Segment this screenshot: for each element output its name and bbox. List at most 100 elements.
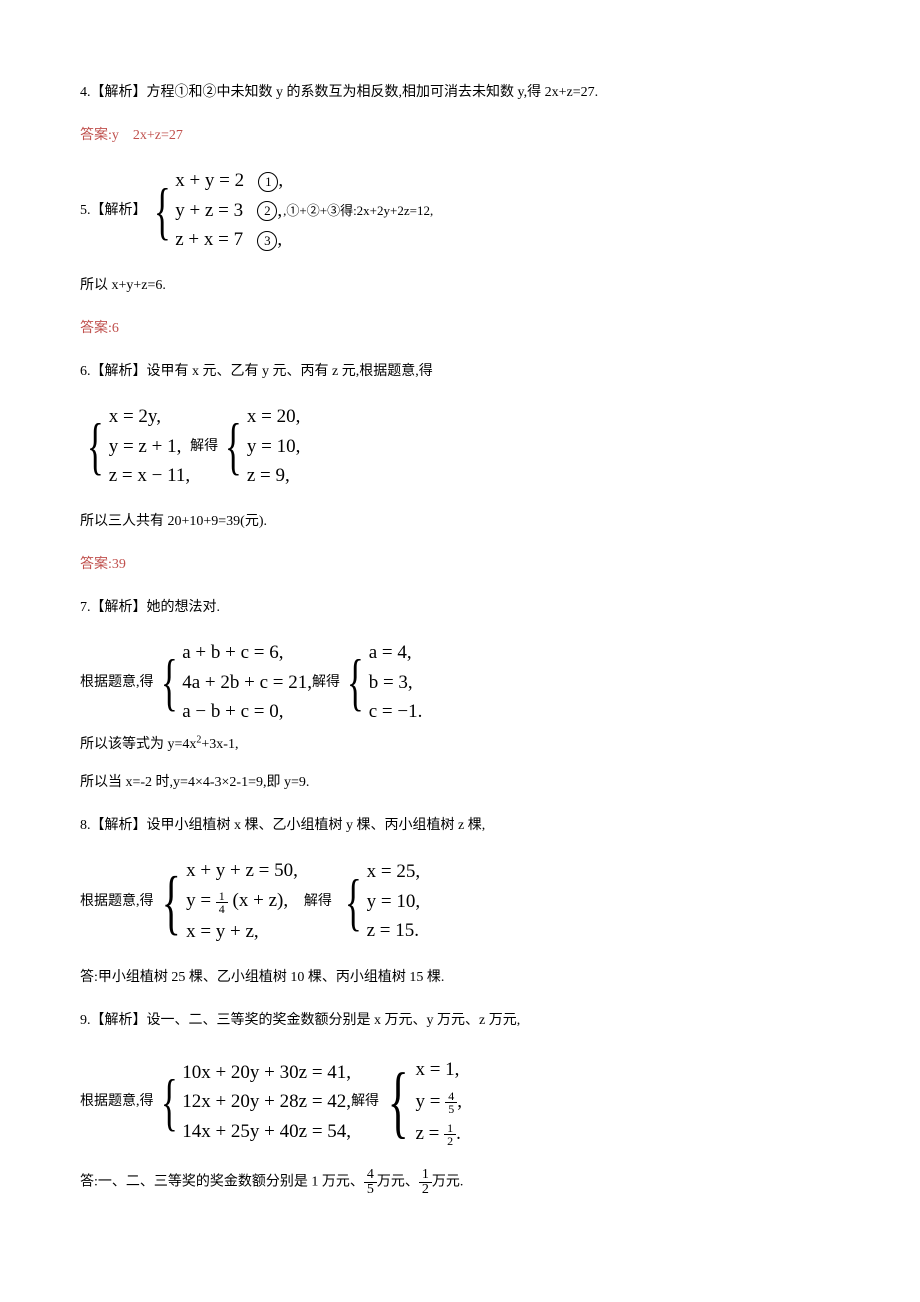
q9-prefix: 根据题意,得 [80,1089,154,1114]
circled-2-icon: 2 [257,201,277,221]
q8-mid: 解得 [304,889,332,914]
q9-mid: 解得 [351,1089,379,1114]
eq-text: x + y = 2 [175,170,244,191]
system-lines: x = 2y, y = z + 1, z = x − 11, [109,402,190,490]
eq-line: z = 12. [415,1118,461,1150]
q7-line3: 所以该等式为 y=4x2+3x-1, [80,732,850,757]
eq-line: a = 4, [369,638,423,667]
denominator: 2 [419,1183,432,1197]
q5-system: { x + y = 2 1, y + z = 3 2, z + x = 7 3, [147,166,284,254]
circled-3-icon: 3 [257,231,277,251]
eq-line: z + x = 7 3, [175,225,283,254]
answer-value: y 2x+z=27 [112,128,183,143]
eq-line: y = 10, [367,887,420,916]
q5-answer: 答案:6 [80,316,850,341]
brace-icon: { [161,866,180,938]
fraction: 12 [419,1168,432,1197]
q8-answer: 答:甲小组植树 25 棵、乙小组植树 10 棵、丙小组植树 15 棵. [80,965,850,990]
q6-sysB: { x = 20, y = 10, z = 9, [218,402,300,490]
eq-line: x = 25, [367,857,420,886]
eq-line: z = x − 11, [109,461,190,490]
brace-icon: { [347,650,364,714]
q7-line4: 所以当 x=-2 时,y=4×4-3×2-1=9,即 y=9. [80,770,850,795]
brace-icon: { [153,179,170,243]
eq-line: x + y + z = 50, [186,856,298,886]
eq-line: x = 2y, [109,402,190,431]
brace-icon: { [345,870,362,934]
eq-line: 14x + 25y + 40z = 54, [182,1117,351,1146]
eq-line: x = 1, [415,1054,461,1086]
brace-icon: { [87,414,104,478]
q5-prefix: 5.【解析】 [80,198,147,223]
eq-line: a − b + c = 0, [182,697,312,726]
eq-text: y + z = 3 [175,200,243,221]
q6-mid: 解得 [190,434,218,459]
q7-mid: 解得 [312,670,340,695]
fraction: 14 [216,890,228,915]
denominator: 2 [444,1135,456,1147]
eq-line: z = 15. [367,916,420,945]
eq-line: 12x + 20y + 28z = 42, [182,1087,351,1116]
text: 万元. [432,1175,464,1190]
system-lines: 10x + 20y + 30z = 41, 12x + 20y + 28z = … [182,1058,351,1146]
answer-value: 39 [112,557,126,572]
q5-line1: 5.【解析】 { x + y = 2 1, y + z = 3 2, z + x… [80,166,850,254]
text: 万元、 [377,1175,419,1190]
q4-analysis: 4.【解析】方程①和②中未知数 y 的系数互为相反数,相加可消去未知数 y,得 … [80,80,850,105]
answer-value: 6 [112,321,119,336]
numerator: 1 [419,1168,432,1183]
brace-icon: { [160,650,177,714]
eq-line: z = 9, [247,461,300,490]
q9-answer: 答:一、二、三等奖的奖金数额分别是 1 万元、45万元、12万元. [80,1168,850,1197]
eq-line: y = z + 1, [109,432,190,461]
q4-answer: 答案:y 2x+z=27 [80,123,850,148]
eq-line: y = 45, [415,1086,461,1118]
brace-icon: { [388,1062,409,1142]
eq-text: z + x = 7 [175,229,243,250]
system-lines: a + b + c = 6, 4a + 2b + c = 21, a − b +… [182,638,312,726]
q6-line1: 6.【解析】设甲有 x 元、乙有 y 元、丙有 z 元,根据题意,得 [80,359,850,384]
q7-sysB: { a = 4, b = 3, c = −1. [340,638,422,726]
eq-line: y = 14 (x + z), [186,886,298,916]
system-lines: x + y + z = 50, y = 14 (x + z), x = y + … [186,856,298,947]
answer-label: 答案: [80,557,112,572]
q9-sysB: { x = 1, y = 45, z = 12. [379,1054,462,1151]
text: y = [186,890,216,911]
q6-line3: 所以三人共有 20+10+9=39(元). [80,509,850,534]
eq-line: x = 20, [247,402,300,431]
fraction: 45 [364,1168,377,1197]
denominator: 5 [364,1183,377,1197]
q5-tail: ,①+②+③得:2x+2y+2z=12, [283,199,433,222]
q7-sysA: { a + b + c = 6, 4a + 2b + c = 21, a − b… [154,638,312,726]
q6-systems: { x = 2y, y = z + 1, z = x − 11, 解得 { x … [80,402,850,490]
system-lines: x = 20, y = 10, z = 9, [247,402,300,490]
eq-line: x = y + z, [186,917,298,947]
q8-sysA: { x + y + z = 50, y = 14 (x + z), x = y … [154,856,298,947]
text: . [456,1123,461,1144]
q7-line1: 7.【解析】她的想法对. [80,595,850,620]
q8-sysB: { x = 25, y = 10, z = 15. [338,857,420,945]
fraction: 12 [444,1122,456,1147]
q9-systems: 根据题意,得 { 10x + 20y + 30z = 41, 12x + 20y… [80,1054,850,1151]
circled-1-icon: 1 [258,172,278,192]
eq-line: x + y = 2 1, [175,166,283,195]
eq-line: 10x + 20y + 30z = 41, [182,1058,351,1087]
system-lines: x + y = 2 1, y + z = 3 2, z + x = 7 3, [175,166,283,254]
numerator: 1 [216,890,228,903]
system-lines: x = 1, y = 45, z = 12. [415,1054,461,1151]
q8-line1: 8.【解析】设甲小组植树 x 棵、乙小组植树 y 棵、丙小组植树 z 棵, [80,813,850,838]
denominator: 5 [445,1103,457,1115]
text: y = [415,1091,445,1112]
eq-line: b = 3, [369,668,423,697]
brace-icon: { [225,414,242,478]
eq-line: a + b + c = 6, [182,638,312,667]
eq-line: y = 10, [247,432,300,461]
text: z = [415,1123,444,1144]
text: , [457,1091,462,1112]
q6-sysA: { x = 2y, y = z + 1, z = x − 11, [80,402,190,490]
text: 所以该等式为 y=4x [80,737,196,752]
system-lines: a = 4, b = 3, c = −1. [369,638,423,726]
system-lines: x = 25, y = 10, z = 15. [367,857,420,945]
q6-answer: 答案:39 [80,552,850,577]
text: 答:一、二、三等奖的奖金数额分别是 1 万元、 [80,1175,364,1190]
